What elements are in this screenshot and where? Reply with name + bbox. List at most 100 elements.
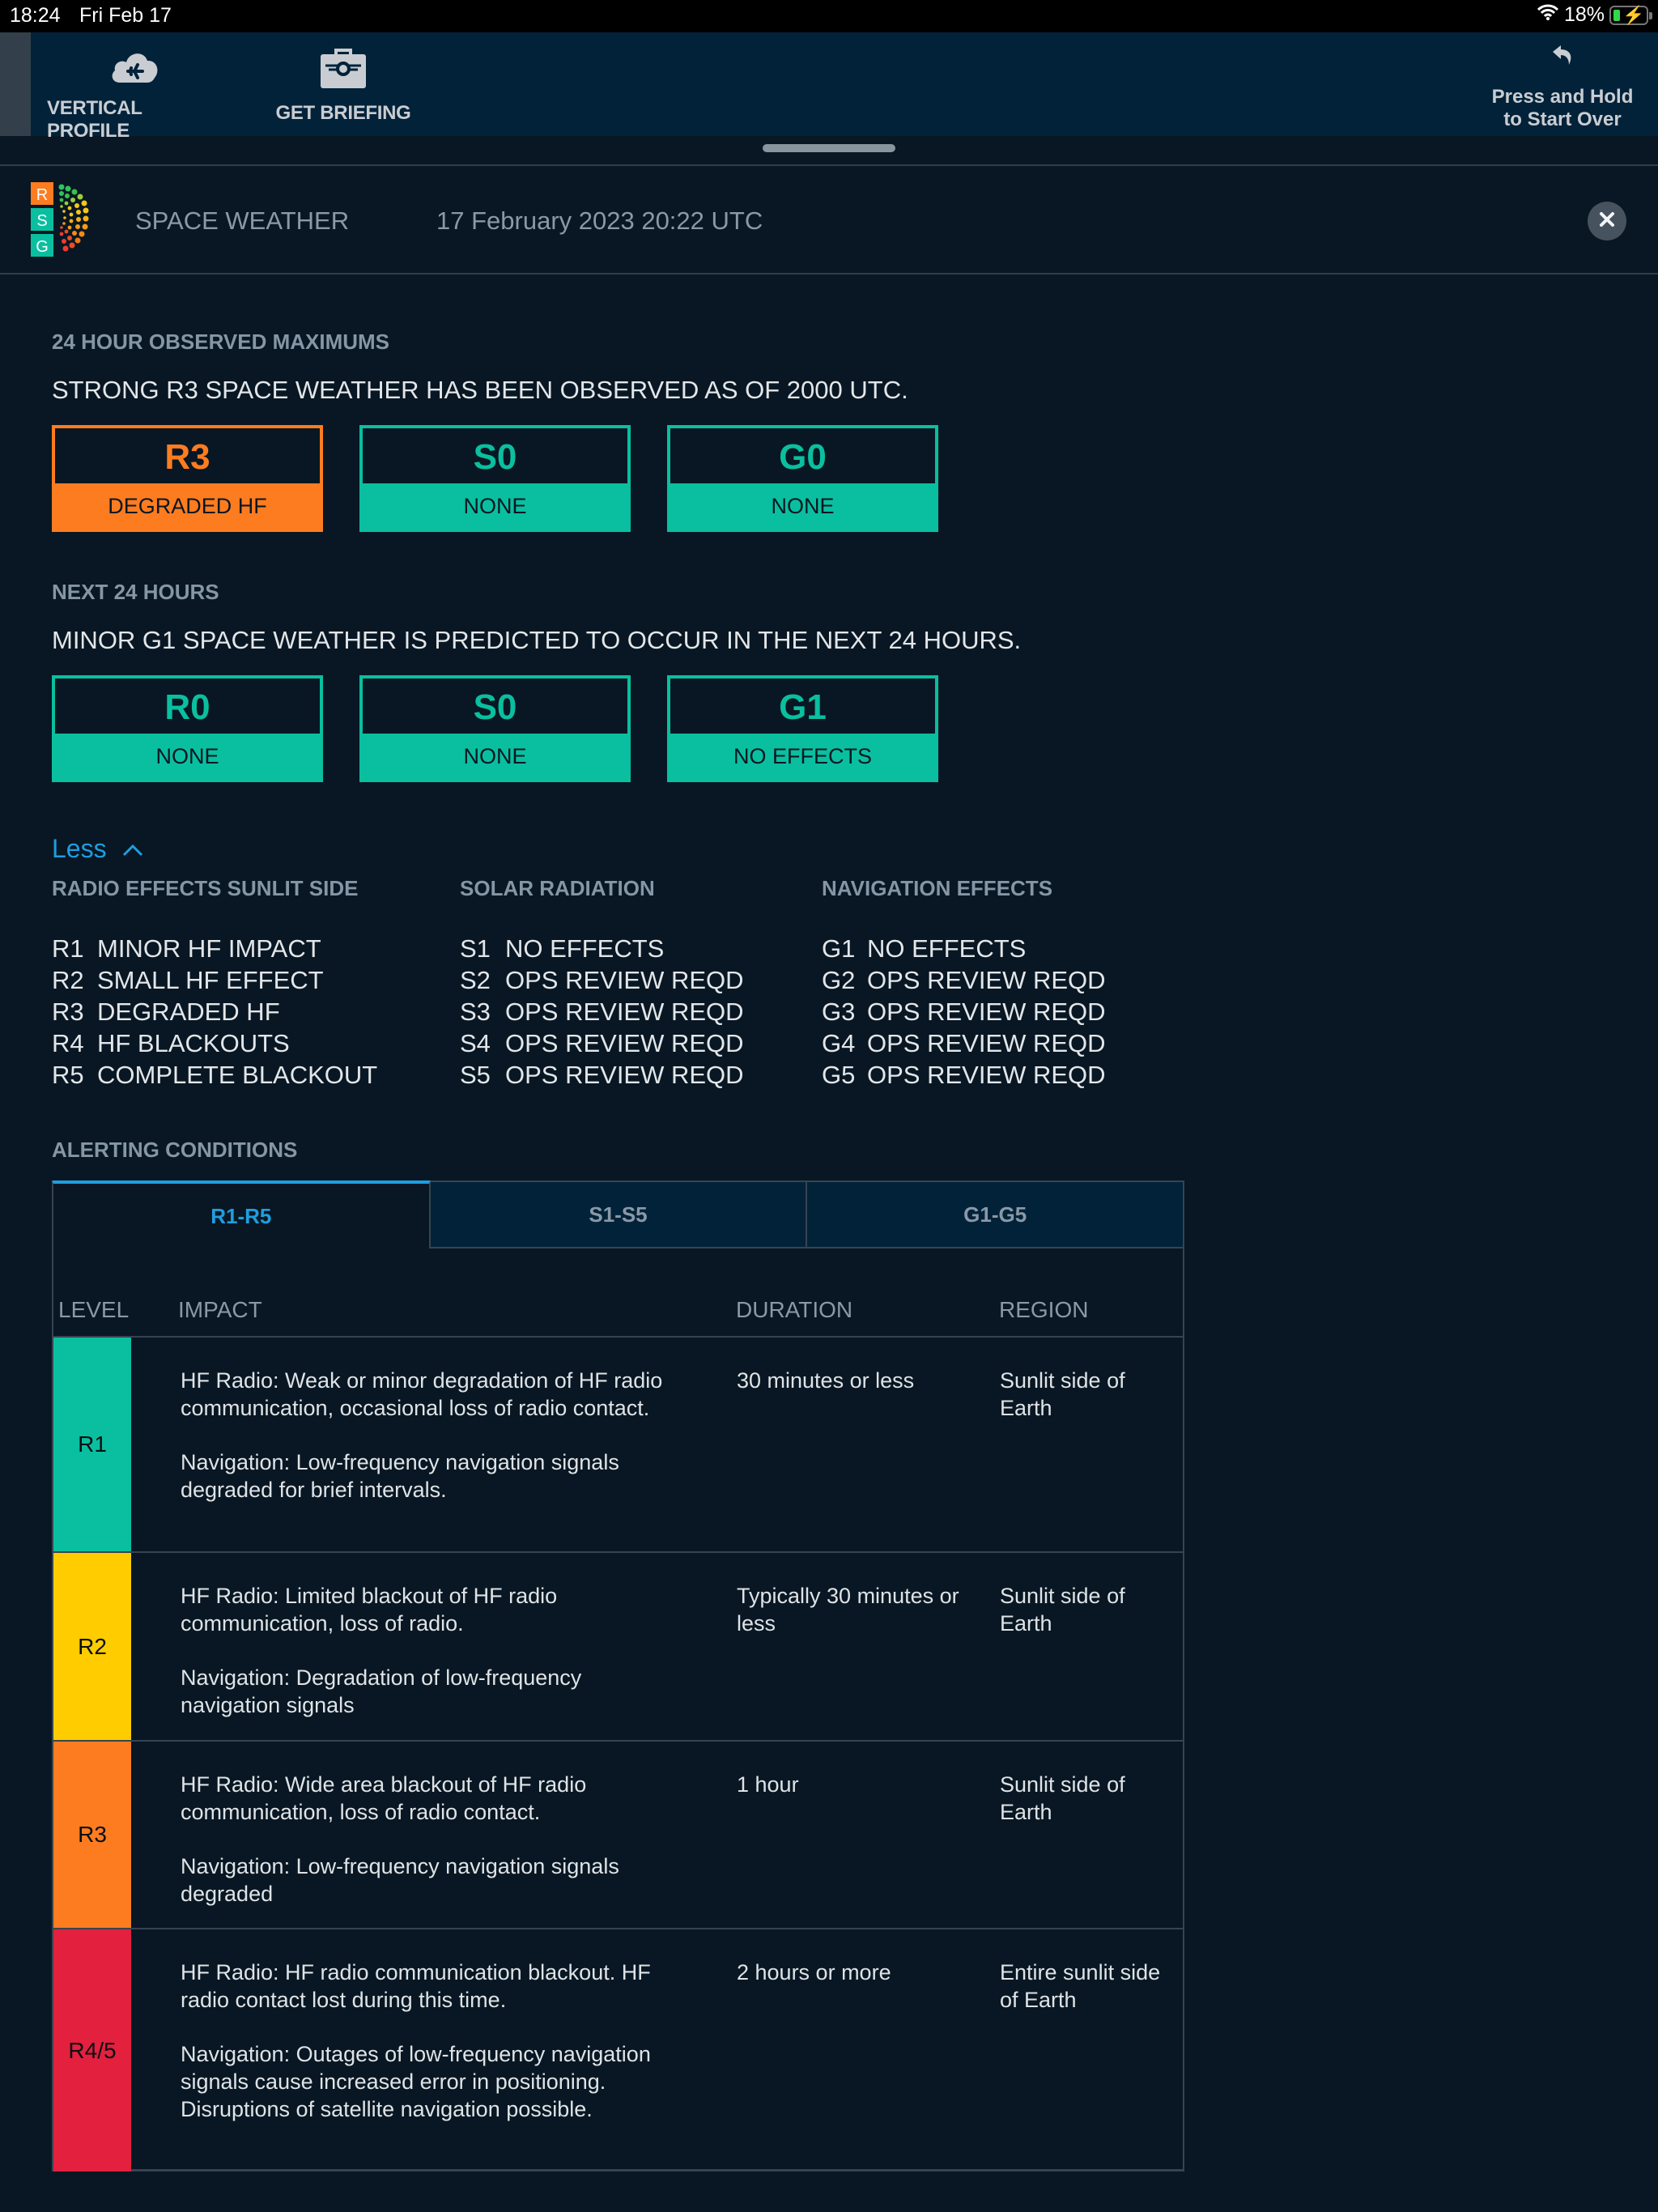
impact-hf-text: HF Radio: Wide area blackout of HF radio…	[181, 1772, 587, 1824]
legend-row: G4 OPS REVIEW REQD	[822, 1029, 1106, 1057]
scale-effect: NONE	[363, 734, 627, 779]
scale-code: G0	[779, 437, 827, 477]
impact-nav-text: Navigation: Degradation of low-frequency…	[181, 1665, 582, 1717]
legend-header: SOLAR RADIATION	[460, 876, 655, 900]
legend-navigation-column: NAVIGATION EFFECTS G1 NO EFFECTS G2 OPS RE…	[822, 876, 1106, 1091]
legend-row: S2 OPS REVIEW REQD	[460, 966, 744, 994]
forecast-statement: MINOR G1 SPACE WEATHER IS PREDICTED TO O…	[52, 626, 1022, 654]
legend-radio-column: RADIO EFFECTS SUNLIT SIDE R1 MINOR HF IMP…	[52, 876, 377, 1091]
legend-solar-column: SOLAR RADIATION S1 NO EFFECTS S2 OPS REVIE…	[460, 876, 744, 1091]
legend-row: R1 MINOR HF IMPACT	[52, 934, 321, 963]
battery-charging-icon: ⚡	[1609, 5, 1652, 25]
legend-row: G5 OPS REVIEW REQD	[822, 1061, 1106, 1089]
close-icon	[1599, 211, 1615, 232]
forecast-card-g: G1 NO EFFECTS	[667, 675, 938, 782]
report-timestamp: 17 February 2023 20:22 UTC	[436, 206, 763, 235]
undo-arrow-icon	[1482, 42, 1643, 78]
scale-code: R0	[164, 687, 210, 727]
impact-nav-text: Navigation: Outages of low-frequency nav…	[181, 2042, 651, 2121]
less-toggle-button[interactable]: Less	[52, 834, 144, 864]
start-over-line1: Press and Hold	[1491, 86, 1634, 108]
scale-effect: NONE	[55, 734, 320, 779]
start-over-button[interactable]: Press and Hold to Start Over	[1482, 32, 1643, 136]
chevron-up-icon	[121, 834, 144, 864]
scale-effect: NO EFFECTS	[670, 734, 935, 779]
legend-row: R5 COMPLETE BLACKOUT	[52, 1061, 378, 1089]
impact-nav-text: Navigation: Low-frequency navigation sig…	[181, 1450, 619, 1502]
duration-cell: Typically 30 minutes or less	[737, 1584, 959, 1636]
column-header-region: REGION	[999, 1297, 1089, 1322]
tab-r1-r5[interactable]: R1-R5	[52, 1180, 431, 1249]
cloud-airplane-icon	[110, 47, 160, 84]
start-over-line2: to Start Over	[1503, 108, 1622, 130]
status-time: 18:24	[10, 4, 61, 27]
observed-card-g: G0 NONE	[667, 425, 938, 532]
duration-cell: 2 hours or more	[737, 1960, 891, 1984]
impact-nav-text: Navigation: Low-frequency navigation sig…	[181, 1854, 619, 1906]
svg-text:G: G	[36, 238, 49, 256]
scale-code: S0	[473, 437, 517, 477]
legend-row: S5 OPS REVIEW REQD	[460, 1061, 744, 1089]
less-toggle-label: Less	[52, 834, 107, 863]
impact-cell: HF Radio: Weak or minor degradation of H…	[181, 1367, 682, 1504]
level-badge: R4/5	[53, 1929, 131, 2172]
forecast-card-s: S0 NONE	[359, 675, 631, 782]
level-badge: R1	[53, 1338, 131, 1551]
vertical-profile-label: VERTICAL PROFILE	[47, 97, 142, 142]
alerting-table: LEVEL IMPACT DURATION REGION R1 HF Radio…	[52, 1247, 1184, 2172]
legend-header: RADIO EFFECTS SUNLIT SIDE	[52, 876, 359, 900]
close-button[interactable]	[1588, 202, 1626, 240]
scale-effect: NONE	[363, 483, 627, 529]
vertical-profile-button[interactable]: VERTICAL PROFILE	[47, 32, 223, 142]
scale-effect: NONE	[670, 483, 935, 529]
impact-cell: HF Radio: Limited blackout of HF radio c…	[181, 1582, 682, 1719]
alerting-section-label: ALERTING CONDITIONS	[52, 1138, 298, 1162]
table-row: R1 HF Radio: Weak or minor degradation o…	[53, 1338, 1183, 1553]
alerting-tabs: R1-R5 S1-S5 G1-G5	[52, 1180, 1185, 1249]
column-header-level: LEVEL	[58, 1297, 130, 1322]
legend-row: G3 OPS REVIEW REQD	[822, 998, 1106, 1026]
scale-code: R3	[164, 437, 210, 477]
legend-row: R4 HF BLACKOUTS	[52, 1029, 290, 1057]
forecast-section-label: NEXT 24 HOURS	[52, 580, 219, 604]
svg-text:R: R	[36, 186, 48, 204]
svg-text:S: S	[36, 212, 47, 230]
region-cell: Entire sunlit side of Earth	[1000, 1960, 1161, 2012]
sheet-drag-handle[interactable]	[763, 144, 895, 152]
tab-s1-s5[interactable]: S1-S5	[430, 1180, 808, 1249]
legend-row: S4 OPS REVIEW REQD	[460, 1029, 744, 1057]
forecast-card-r: R0 NONE	[52, 675, 323, 782]
panel-header: R S G SPACE WEATHER 17 February 2023 20:…	[0, 164, 1658, 274]
observed-statement: STRONG R3 SPACE WEATHER HAS BEEN OBSERVE…	[52, 376, 908, 404]
observed-card-s: S0 NONE	[359, 425, 631, 532]
impact-cell: HF Radio: Wide area blackout of HF radio…	[181, 1771, 682, 1908]
level-badge: R2	[53, 1553, 131, 1740]
legend-header: NAVIGATION EFFECTS	[822, 876, 1053, 900]
region-cell: Sunlit side of Earth	[1000, 1368, 1125, 1420]
tab-g1-g5[interactable]: G1-G5	[807, 1180, 1185, 1249]
table-row: R3 HF Radio: Wide area blackout of HF ra…	[53, 1742, 1183, 1929]
observed-card-r: R3 DEGRADED HF	[52, 425, 323, 532]
wifi-icon	[1537, 3, 1559, 27]
region-cell: Sunlit side of Earth	[1000, 1772, 1125, 1824]
space-weather-logo-icon: R S G	[31, 182, 105, 257]
level-badge: R3	[53, 1742, 131, 1928]
scale-code: S0	[473, 687, 517, 727]
scale-code: G1	[779, 687, 827, 727]
toolbar: VERTICAL PROFILE GET BRIEFING Press and …	[0, 32, 1658, 142]
legend-row: S1 NO EFFECTS	[460, 934, 665, 963]
get-briefing-label: GET BRIEFING	[275, 102, 411, 124]
table-row: R4/5 HF Radio: HF radio communication bl…	[53, 1929, 1183, 2172]
briefcase-wings-icon	[321, 47, 366, 89]
status-bar: 18:24 Fri Feb 17 18% ⚡	[0, 0, 1658, 32]
impact-cell: HF Radio: HF radio communication blackou…	[181, 1959, 682, 2123]
impact-hf-text: HF Radio: Weak or minor degradation of H…	[181, 1368, 663, 1420]
duration-cell: 1 hour	[737, 1772, 799, 1797]
legend-row: G2 OPS REVIEW REQD	[822, 966, 1106, 994]
legend-row: R2 SMALL HF EFFECT	[52, 966, 324, 994]
sidebar-handle[interactable]	[0, 32, 31, 136]
get-briefing-button[interactable]: GET BRIEFING	[272, 32, 414, 136]
battery-percent: 18%	[1563, 3, 1605, 26]
legend-row: S3 OPS REVIEW REQD	[460, 998, 744, 1026]
column-header-impact: IMPACT	[178, 1297, 262, 1322]
